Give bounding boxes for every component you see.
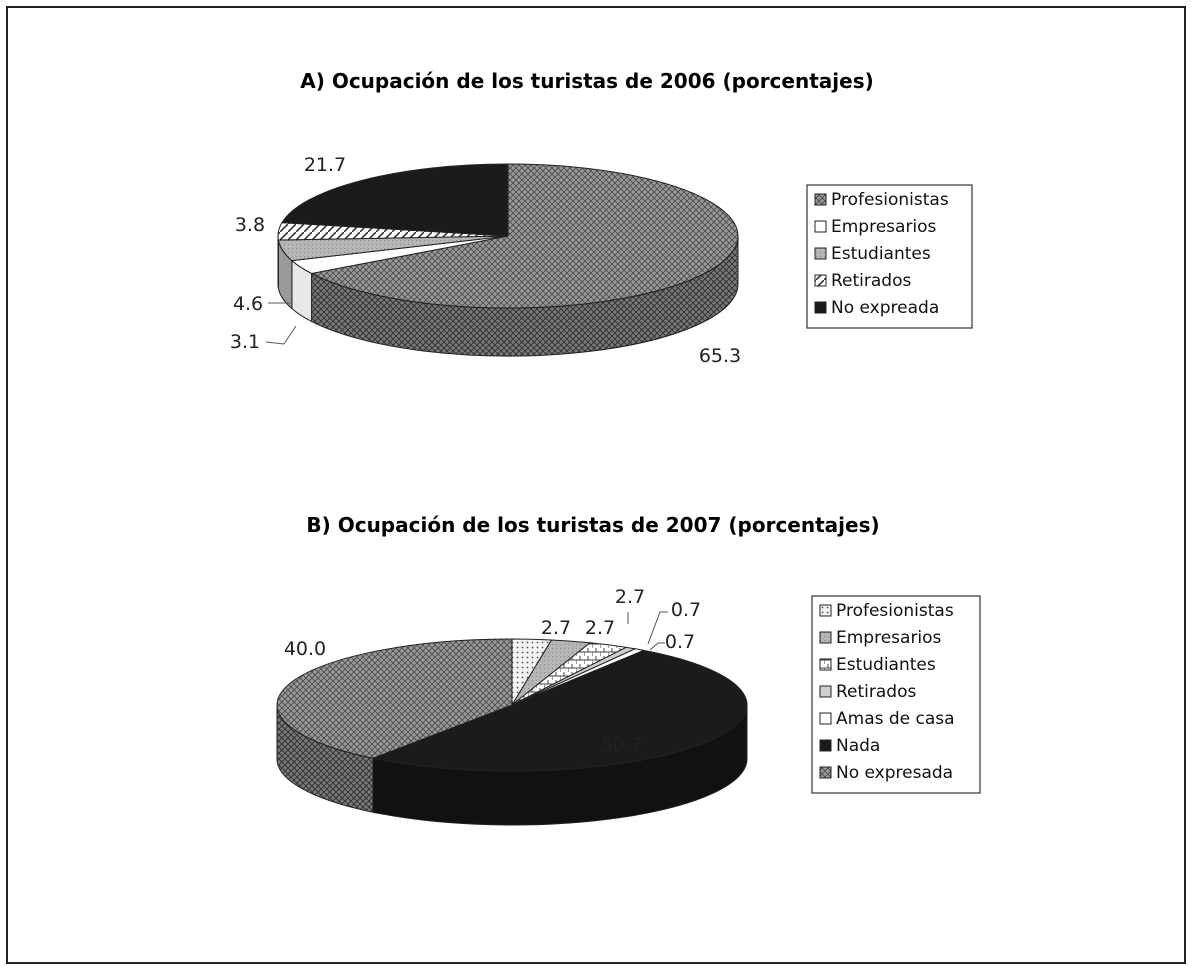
- pie-a-leader-lines: [265, 302, 297, 345]
- pie-b-legend-label-retirados: Retirados: [836, 682, 916, 702]
- pie-b-legend-swatch-empresarios: [819, 631, 832, 644]
- pie-b-legend-swatch-estudiantes: [819, 658, 832, 671]
- pie-a-legend-swatch-empresarios: [814, 220, 827, 233]
- pie-b-legend-swatch-profesionistas: [819, 604, 832, 617]
- pie-b-label-retirados: 0.7: [671, 599, 701, 621]
- pie-b-legend-box: [811, 595, 981, 794]
- pie-a-legend-label-retirados: Retirados: [831, 271, 911, 291]
- pie-a-leader-empresarios: [265, 325, 297, 345]
- pie-b-slice-nada: [371, 649, 748, 772]
- pie-b-legend-swatch-no-expresada: [819, 766, 832, 779]
- pie-b-tops: [276, 638, 748, 772]
- pie-a-label-empresarios: 3.1: [230, 331, 260, 353]
- pie-a-slice-profesionistas: [310, 163, 739, 309]
- pie-b-legend-swatch-retirados: [819, 685, 832, 698]
- pie-b-data-labels: 2.7 2.72.70.70.750.740.0: [284, 586, 701, 756]
- pie-a-legend-label-no-expreada: No expreada: [831, 298, 939, 318]
- pie-a-legend-box: [806, 184, 973, 329]
- pie-a-slice-no-expreada: [281, 163, 509, 237]
- pie-b-legend-label-empresarios: Empresarios: [836, 628, 942, 648]
- pie-a-legend-swatch-profesionistas: [814, 193, 827, 206]
- pie-b-slice-no-expresada: [276, 638, 513, 759]
- pie-b-legend-label-profesionistas: Profesionistas: [836, 601, 954, 621]
- legend-a: Profesionistas Empresarios Estudiantes Reti…: [806, 184, 973, 329]
- pie-a-legend-swatch-no-expreada: [814, 301, 827, 314]
- pie-a-legend-label-estudiantes: Estudiantes: [831, 244, 931, 264]
- pie-b-legend-label-estudiantes: Estudiantes: [836, 655, 936, 675]
- chart-a-title: A) Ocupación de los turistas de 2006 (po…: [300, 69, 874, 93]
- legend-b: Profesionistas Empresarios Estudiantes Reti…: [811, 595, 981, 794]
- pie-a-label-no-expreada: 21.7: [304, 154, 346, 176]
- pie-b-legend-swatch-amas-de-casa: [819, 712, 832, 725]
- pie-b-leader-lines: [627, 611, 668, 651]
- pie-a-legend-label-profesionistas: Profesionistas: [831, 190, 949, 210]
- pie-a-tops: [277, 163, 739, 309]
- pie-b-leader-retirados: [647, 611, 668, 645]
- pie-b-label-profesionistas: 2.7: [541, 617, 571, 639]
- pie-a-data-labels: 65.3 3.1 4.6 3.8 21.7: [230, 154, 741, 367]
- chart-b-title: B) Ocupación de los turistas de 2007 (po…: [306, 513, 879, 537]
- pie-b-legend-label-no-expresada: No expresada: [836, 763, 953, 783]
- pie-b-label-nada: 50.7: [601, 734, 643, 756]
- pie-a-legend-swatch-retirados: [814, 274, 827, 287]
- pie-b-legend-swatch-nada: [819, 739, 832, 752]
- pie-a-label-profesionistas: 65.3: [699, 345, 741, 367]
- pie-b-label-amas-de-casa: 0.7: [665, 631, 695, 653]
- pie-b-label-estudiantes: 2.7: [615, 586, 645, 608]
- pie-b-legend-label-nada: Nada: [836, 736, 880, 756]
- pie-a-legend-swatch-estudiantes: [814, 247, 827, 260]
- pie-b-label-empresarios: 2.7: [585, 617, 615, 639]
- pie-b-legend-label-amas-de-casa: Amas de casa: [836, 709, 955, 729]
- pie-b-leader-amas-de-casa: [649, 642, 665, 651]
- pie-a-label-estudiantes: 4.6: [233, 293, 263, 315]
- pie-a-legend-label-empresarios: Empresarios: [831, 217, 937, 237]
- pie-a-label-retirados: 3.8: [235, 214, 265, 236]
- pie-b-label-no-expresada: 40.0: [284, 638, 326, 660]
